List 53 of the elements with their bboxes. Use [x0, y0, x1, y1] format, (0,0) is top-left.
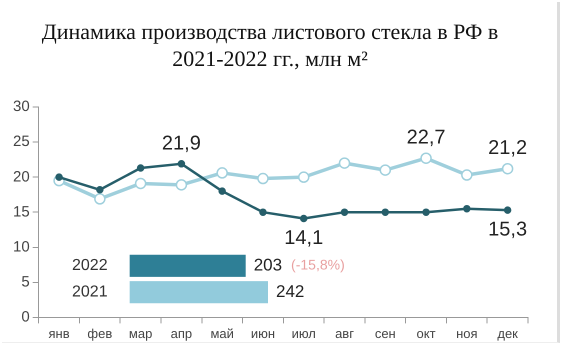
point	[382, 208, 390, 216]
y-tick-label: 0	[21, 308, 30, 326]
x-tick-label: мар	[128, 326, 152, 341]
point	[420, 152, 432, 164]
x-tick-label: фев	[87, 326, 112, 341]
x-tick-label: авг	[335, 326, 354, 341]
point	[216, 167, 228, 179]
data-label: 21,2	[488, 137, 528, 160]
point	[259, 208, 267, 216]
y-tick-label: 20	[12, 168, 30, 186]
y-tick-label: 5	[21, 273, 30, 290]
x-tick-label: дек	[497, 326, 518, 341]
point	[55, 173, 63, 181]
point	[463, 204, 471, 212]
point	[422, 208, 430, 216]
point	[94, 193, 106, 205]
point	[136, 164, 144, 172]
x-tick-label: янв	[48, 326, 70, 341]
x-tick-label: сен	[374, 326, 396, 341]
chart-title: Динамика производства листового стекла в РФ в 2021-2022 гг., млн м²	[40, 18, 500, 72]
data-label: 14,1	[284, 227, 324, 250]
data-label: 242	[276, 282, 304, 301]
x-tick-label: апр	[170, 326, 192, 341]
point	[338, 157, 350, 169]
y-tick-label: 25	[12, 133, 30, 150]
point	[340, 208, 348, 216]
x-tick-label: май	[210, 326, 234, 341]
y-tick-label: 10	[12, 238, 30, 256]
point	[178, 160, 186, 168]
point	[176, 179, 188, 191]
data-label: 21,9	[162, 132, 201, 154]
point	[298, 171, 310, 183]
data-label: 203	[254, 255, 282, 274]
x-tick-label: июн	[250, 326, 276, 341]
annotation: (-15,8%)	[291, 256, 345, 273]
data-label: 15,3	[488, 218, 528, 241]
point	[380, 164, 392, 176]
point	[96, 186, 104, 194]
y-tick-label: 15	[12, 203, 30, 220]
x-tick-label: ноя	[456, 326, 478, 341]
point	[300, 214, 308, 222]
y-tick-label: 2022	[72, 257, 108, 274]
y-tick-label: 30	[12, 98, 30, 116]
data-label: 22,7	[406, 126, 446, 149]
point	[502, 162, 514, 174]
x-tick-label: июл	[292, 326, 316, 341]
point	[134, 178, 146, 190]
y-tick-label: 2021	[72, 284, 108, 301]
point	[218, 187, 226, 195]
x-tick-label: окт	[416, 326, 436, 341]
point	[461, 169, 473, 181]
point	[504, 206, 512, 214]
point	[257, 172, 269, 184]
